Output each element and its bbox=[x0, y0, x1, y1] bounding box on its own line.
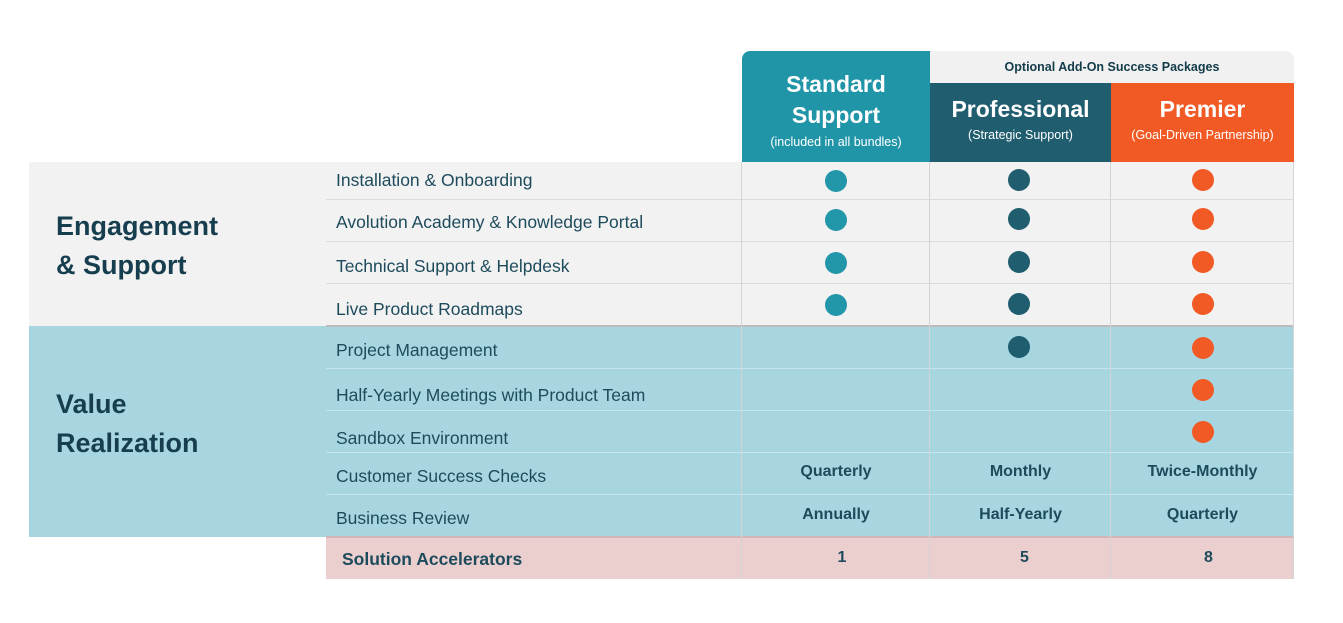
included-dot-icon bbox=[1192, 421, 1214, 443]
row-label-solution-accelerators: Solution Accelerators bbox=[342, 549, 523, 569]
standard-title-line1: Standard bbox=[786, 71, 886, 97]
row-label-roadmaps: Live Product Roadmaps bbox=[336, 299, 523, 319]
row-divider bbox=[326, 241, 1294, 242]
standard-support-header: Standard Support (included in all bundles… bbox=[742, 51, 930, 162]
row-label-project-management: Project Management bbox=[336, 340, 498, 360]
included-dot-icon bbox=[825, 252, 847, 274]
included-dot-icon bbox=[825, 209, 847, 231]
premier-business-review: Quarterly bbox=[1166, 506, 1239, 523]
professional-accelerators: 5 bbox=[1020, 549, 1029, 566]
row-divider bbox=[326, 283, 1294, 284]
value-section-title: Value Realization bbox=[56, 385, 199, 463]
column-divider bbox=[929, 162, 930, 579]
row-label-success-checks: Customer Success Checks bbox=[336, 466, 547, 486]
row-label-academy: Avolution Academy & Knowledge Portal bbox=[336, 212, 644, 232]
included-dot-icon bbox=[1192, 293, 1214, 315]
standard-accelerators: 1 bbox=[837, 549, 847, 566]
professional-header: Professional (Strategic Support) bbox=[930, 83, 1111, 162]
included-dot-icon bbox=[1008, 293, 1030, 315]
standard-title-line2: Support bbox=[791, 102, 881, 128]
included-dot-icon bbox=[1192, 208, 1214, 230]
row-divider bbox=[326, 494, 1294, 495]
column-divider bbox=[1110, 162, 1111, 579]
accelerators-row-bg bbox=[326, 537, 1294, 579]
premier-title: Premier bbox=[1159, 96, 1246, 122]
included-dot-icon bbox=[825, 294, 847, 316]
row-divider bbox=[326, 410, 1294, 411]
engagement-title-line1: Engagement bbox=[56, 211, 219, 241]
premier-success-checks: Twice-Monthly bbox=[1147, 463, 1258, 480]
professional-business-review: Half-Yearly bbox=[979, 506, 1062, 523]
included-dot-icon bbox=[1192, 169, 1214, 191]
premier-subtitle: (Goal-Driven Partnership) bbox=[1131, 128, 1274, 142]
included-dot-icon bbox=[1008, 169, 1030, 191]
value-title-line2: Realization bbox=[56, 428, 199, 458]
row-divider bbox=[326, 368, 1294, 369]
included-dot-icon bbox=[1192, 251, 1214, 273]
engagement-title-line2: & Support bbox=[56, 250, 187, 280]
value-section-bg bbox=[29, 326, 1294, 537]
row-divider bbox=[326, 199, 1294, 200]
included-dot-icon bbox=[1008, 336, 1030, 358]
row-label-sandbox: Sandbox Environment bbox=[336, 428, 509, 448]
value-title-line1: Value bbox=[56, 389, 127, 419]
professional-subtitle: (Strategic Support) bbox=[968, 128, 1073, 142]
row-label-technical-support: Technical Support & Helpdesk bbox=[336, 256, 570, 276]
row-label-installation: Installation & Onboarding bbox=[336, 170, 533, 190]
included-dot-icon bbox=[1192, 337, 1214, 359]
professional-success-checks: Monthly bbox=[989, 463, 1052, 480]
section-divider bbox=[326, 536, 1294, 538]
premier-header: Premier (Goal-Driven Partnership) bbox=[1111, 83, 1294, 162]
premier-accelerators: 8 bbox=[1204, 549, 1213, 566]
professional-title: Professional bbox=[951, 96, 1090, 122]
row-divider bbox=[326, 452, 1294, 453]
standard-subtitle: (included in all bundles) bbox=[770, 135, 902, 149]
optional-packages-label: Optional Add-On Success Packages bbox=[930, 51, 1294, 83]
included-dot-icon bbox=[1008, 251, 1030, 273]
engagement-section-title: Engagement & Support bbox=[56, 207, 218, 285]
included-dot-icon bbox=[825, 170, 847, 192]
column-divider bbox=[1293, 162, 1294, 579]
included-dot-icon bbox=[1008, 208, 1030, 230]
row-label-business-review: Business Review bbox=[336, 508, 470, 528]
standard-success-checks: Quarterly bbox=[800, 463, 872, 480]
column-divider bbox=[741, 162, 742, 579]
row-label-half-yearly-meetings: Half-Yearly Meetings with Product Team bbox=[336, 385, 646, 405]
standard-business-review: Annually bbox=[802, 506, 870, 523]
engagement-section-bg bbox=[29, 162, 1294, 326]
included-dot-icon bbox=[1192, 379, 1214, 401]
section-divider bbox=[326, 325, 1294, 327]
